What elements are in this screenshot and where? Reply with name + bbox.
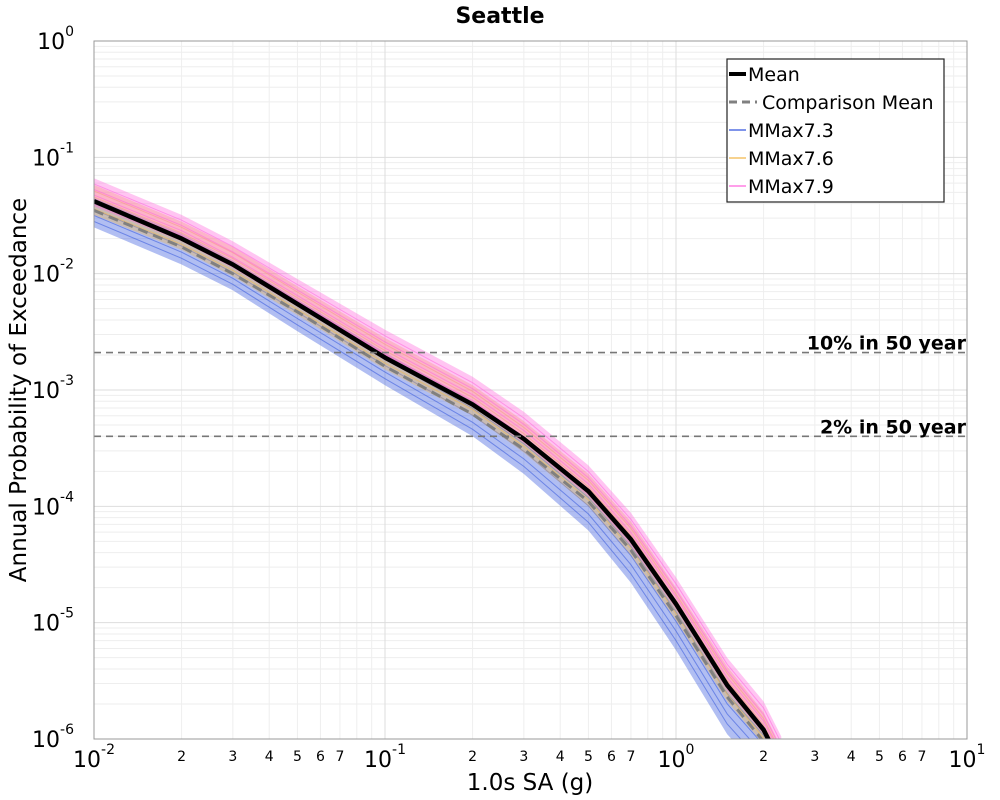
y-tick-label: 10-2 [32,257,74,288]
x-minor-tick-label: 3 [519,749,528,765]
series-line-comparison-mean [94,209,764,739]
series-sample-curve [94,189,777,739]
series-sample-curve [94,215,751,739]
plot-frame [93,40,968,740]
x-minor-tick-label: 5 [584,749,593,765]
series-sample-curve [94,190,775,739]
x-minor-tick-label: 3 [810,749,819,765]
series-line-mean [94,199,771,739]
legend: Mean Comparison Mean MMax7.3 MMax7.6 MMax7.9 [726,58,945,203]
x-minor-tick-label: 2 [177,749,186,765]
x-minor-tick-label: 2 [468,749,477,765]
x-minor-tick-label: 7 [335,749,344,765]
x-minor-tick-label: 2 [759,749,768,765]
legend-label: MMax7.9 [748,176,834,198]
x-tick-label: 100 [658,742,695,773]
x-minor-tick-label: 6 [607,749,616,765]
y-tick-label: 10-5 [32,606,74,637]
x-minor-tick-label: 5 [875,749,884,765]
x-tick-label: 10-2 [73,742,115,773]
reference-line-label: 10% in 50 year [807,333,967,355]
series-sample-curve [94,220,742,739]
x-minor-tick-label: 6 [898,749,907,765]
legend-label: Mean [748,64,800,86]
x-minor-tick-label: 7 [626,749,635,765]
y-tick-label: 10-6 [32,722,74,753]
series-lines [94,199,771,739]
legend-label: MMax7.6 [748,148,834,170]
x-minor-tick-label: 7 [917,749,926,765]
reference-lines: 10% in 50 year 2% in 50 year [94,333,967,438]
legend-label: MMax7.3 [748,120,834,142]
x-axis-label: 1.0s SA (g) [467,770,594,796]
series-sample-curve [94,208,765,739]
reference-line-label: 2% in 50 year [820,416,967,438]
x-minor-tick-label: 3 [228,749,237,765]
y-tick-label: 10-1 [32,140,74,171]
x-minor-tick-label: 4 [265,749,274,765]
series-band-mmax7-6 [94,184,778,739]
y-axis-ticks: 100 10-1 10-2 10-3 10-4 10-5 10-6 [32,24,74,753]
x-tick-label: 10-1 [364,742,406,773]
x-tick-label: 101 [949,742,986,773]
legend-box [726,58,945,203]
y-axis-label: Annual Probability of Exceedance [6,198,32,582]
legend-label: Comparison Mean [762,92,934,114]
x-minor-tick-label: 5 [293,749,302,765]
y-tick-label: 10-3 [32,373,74,404]
series-sample-curve [94,183,780,739]
series-sample-curve [94,194,774,739]
chart-title: Seattle [455,4,544,29]
x-minor-tick-label: 4 [556,749,565,765]
series-sample-curve [94,196,772,739]
x-minor-tick-label: 6 [316,749,325,765]
y-tick-label: 100 [37,24,74,55]
y-tick-label: 10-4 [32,489,74,520]
x-minor-tick-label: 4 [847,749,856,765]
